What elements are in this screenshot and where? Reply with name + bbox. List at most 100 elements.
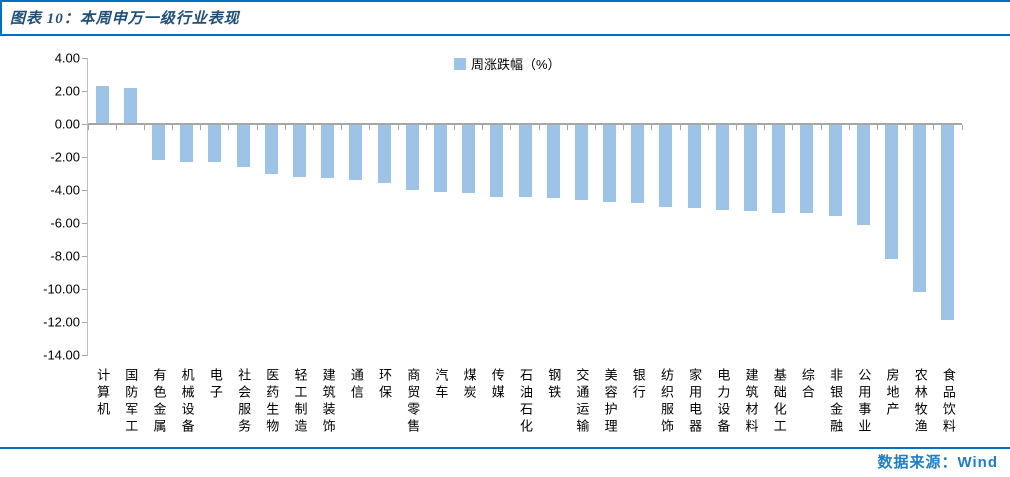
x-axis-tick — [425, 125, 427, 130]
category-label: 纺织服饰 — [658, 368, 674, 436]
x-axis-tick — [200, 125, 202, 130]
bar — [151, 124, 165, 161]
category-label: 传媒 — [489, 368, 505, 402]
category-label: 机械设备 — [179, 368, 195, 436]
y-axis-tick — [82, 222, 87, 224]
y-axis-tick-label: -8.00 — [50, 248, 80, 264]
category-label: 公用事业 — [856, 368, 872, 436]
category-label: 建筑装饰 — [320, 368, 336, 436]
x-axis-tick — [454, 125, 456, 130]
y-axis-tick — [82, 123, 87, 125]
y-axis-tick-label: 4.00 — [54, 50, 80, 66]
x-axis-tick — [341, 125, 343, 130]
y-axis-tick — [82, 90, 87, 92]
category-label: 电子 — [207, 368, 223, 402]
x-axis-tick — [961, 125, 963, 130]
category-label: 综合 — [799, 368, 815, 402]
bar — [574, 124, 588, 200]
y-axis-tick — [82, 288, 87, 290]
bar — [264, 124, 278, 174]
bar — [687, 124, 701, 209]
x-axis-tick — [284, 125, 286, 130]
y-axis-tick — [82, 189, 87, 191]
x-axis-tick — [735, 125, 737, 130]
y-axis-tick-label: -10.00 — [43, 281, 80, 297]
bar — [292, 124, 306, 177]
bar — [744, 124, 758, 212]
x-axis-tick — [482, 125, 484, 130]
x-axis-tick — [679, 125, 681, 130]
bar — [828, 124, 842, 217]
x-axis-tick — [87, 125, 89, 130]
x-axis-tick — [313, 125, 315, 130]
x-axis-tick — [651, 125, 653, 130]
bar — [518, 124, 532, 197]
y-axis-line — [87, 58, 88, 356]
y-axis-tick-label: -4.00 — [50, 182, 80, 198]
bar — [95, 86, 109, 124]
bar — [603, 124, 617, 202]
bar — [123, 87, 137, 124]
bar — [236, 124, 250, 167]
bar — [490, 124, 504, 197]
x-axis-tick — [848, 125, 850, 130]
x-axis-tick — [172, 125, 174, 130]
category-label: 国防军工 — [123, 368, 139, 436]
title-left-rule — [0, 0, 2, 36]
y-axis-tick — [82, 354, 87, 356]
bar — [208, 124, 222, 162]
bar — [913, 124, 927, 293]
x-axis-tick — [764, 125, 766, 130]
y-axis-tick-label: -14.00 — [43, 347, 80, 363]
category-label: 环保 — [377, 368, 393, 402]
figure-title: 图表 10：本周申万一级行业表现 — [10, 11, 240, 27]
category-label: 基础化工 — [771, 368, 787, 436]
bar — [546, 124, 560, 199]
x-axis-tick — [594, 125, 596, 130]
bar — [349, 124, 363, 181]
y-axis-tick-label: -2.00 — [50, 149, 80, 165]
bar — [856, 124, 870, 225]
category-label: 建筑材料 — [743, 368, 759, 436]
y-axis-tick — [82, 321, 87, 323]
y-axis-tick — [82, 156, 87, 158]
y-axis-tick — [82, 255, 87, 257]
category-label: 食品饮料 — [940, 368, 956, 436]
category-label: 汽车 — [433, 368, 449, 402]
category-label: 银行 — [630, 368, 646, 402]
legend-label: 周涨跌幅（%） — [471, 57, 561, 72]
top-rule — [0, 0, 1010, 2]
bar — [631, 124, 645, 204]
x-axis-tick — [228, 125, 230, 130]
y-axis-tick-label: -6.00 — [50, 215, 80, 231]
x-axis-tick — [538, 125, 540, 130]
x-axis-tick — [905, 125, 907, 130]
category-label: 电力设备 — [715, 368, 731, 436]
category-label: 商贸零售 — [405, 368, 421, 436]
bar — [433, 124, 447, 192]
data-source: 数据来源：Wind — [877, 454, 998, 471]
category-label: 社会服务 — [236, 368, 252, 436]
x-axis-line — [88, 123, 962, 125]
bar — [885, 124, 899, 260]
x-axis-tick — [820, 125, 822, 130]
x-axis-tick — [369, 125, 371, 130]
category-label: 有色金属 — [151, 368, 167, 436]
y-axis-tick-label: 0.00 — [54, 116, 80, 132]
y-axis-tick-label: 2.00 — [54, 83, 80, 99]
x-axis-tick — [566, 125, 568, 130]
x-axis-tick — [510, 125, 512, 130]
footer-rule — [0, 447, 1010, 449]
category-label: 美容护理 — [602, 368, 618, 436]
title-underline-rule — [0, 34, 1010, 36]
category-label: 农林牧渔 — [912, 368, 928, 436]
bar — [377, 124, 391, 184]
category-label: 计算机 — [95, 368, 111, 419]
y-axis-tick — [82, 57, 87, 59]
bar — [715, 124, 729, 210]
category-label: 钢铁 — [546, 368, 562, 402]
x-axis-tick — [397, 125, 399, 130]
x-axis-tick — [143, 125, 145, 130]
category-label: 煤炭 — [461, 368, 477, 402]
category-label: 轻工制造 — [292, 368, 308, 436]
